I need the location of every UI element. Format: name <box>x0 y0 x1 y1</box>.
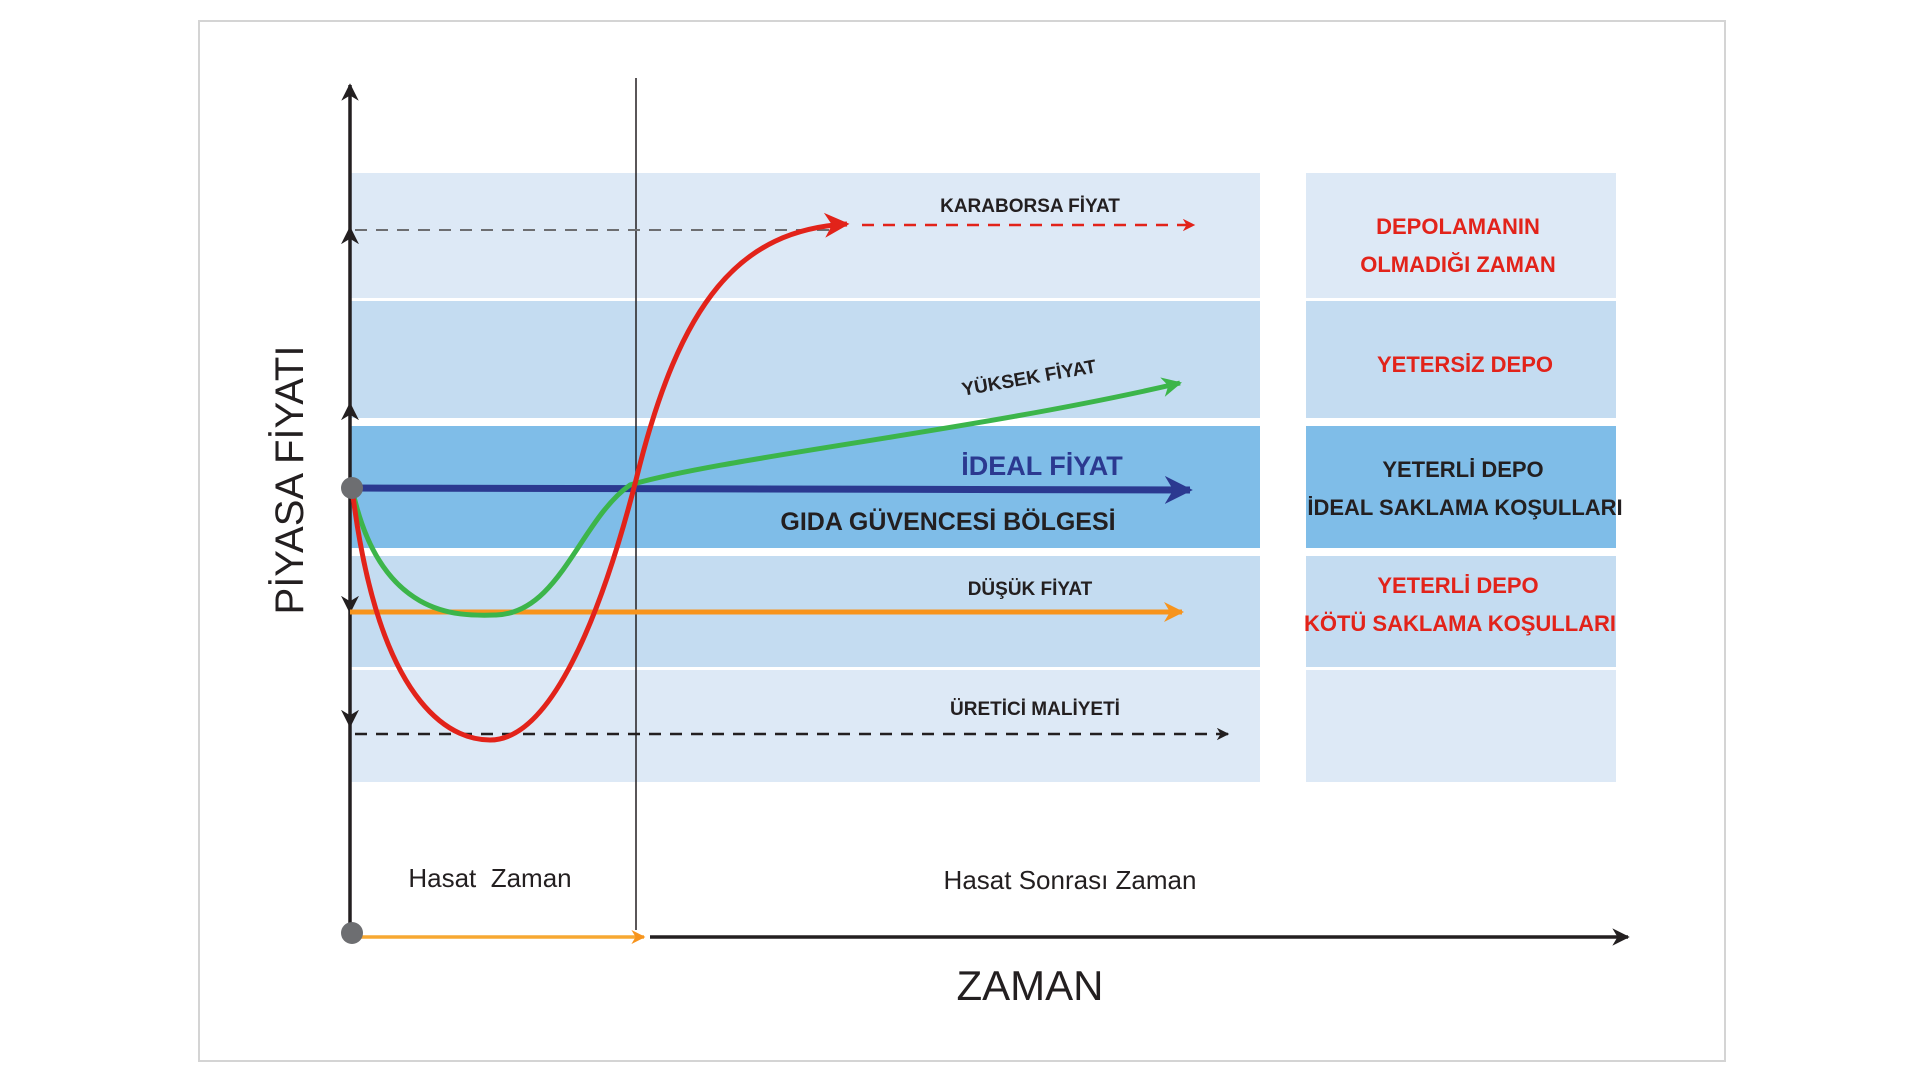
storage-insufficient-label: YETERSİZ DEPO <box>1377 352 1553 377</box>
red-price-curve <box>349 212 850 743</box>
dusuk-label: DÜŞÜK FİYAT <box>968 579 1093 600</box>
post-harvest-period-label: Hasat Sonrası Zaman <box>944 865 1197 895</box>
karaborsa-label: KARABORSA FİYAT <box>940 196 1120 217</box>
ideal-price-label: İDEAL FİYAT <box>961 451 1123 481</box>
band-yuksek <box>350 301 1260 418</box>
y-axis-label: PİYASA FİYATI <box>267 346 312 615</box>
origin-dot <box>341 922 363 944</box>
band-karaborsa <box>350 173 1260 298</box>
storage-ideal-line1: YETERLİ DEPO <box>1382 457 1543 482</box>
blue-ideal-price-line <box>351 475 1193 504</box>
storage-box-poor <box>1306 556 1616 667</box>
start-dot <box>341 477 363 499</box>
storage-box-none <box>1306 173 1616 298</box>
green-price-curve <box>349 377 1182 618</box>
storage-box-empty <box>1306 670 1616 782</box>
x-axis-label: ZAMAN <box>957 962 1104 1009</box>
storage-none-line2: OLMADIĞI ZAMAN <box>1360 252 1556 277</box>
storage-box-ideal <box>1306 426 1616 548</box>
storage-poor-line2: KÖTÜ SAKLAMA KOŞULLARI <box>1304 611 1616 636</box>
storage-poor-line1: YETERLİ DEPO <box>1377 573 1538 598</box>
storage-none-line1: DEPOLAMANIN <box>1376 214 1540 239</box>
storage-box-insufficient <box>1306 301 1616 418</box>
storage-ideal-line2: İDEAL SAKLAMA KOŞULLARI <box>1307 495 1622 520</box>
harvest-period-label: Hasat Zaman <box>408 863 571 893</box>
food-security-label: GIDA GÜVENCESİ BÖLGESİ <box>780 507 1115 536</box>
band-uretici <box>350 670 1260 782</box>
uretici-label: ÜRETİCİ MALİYETİ <box>950 699 1120 720</box>
